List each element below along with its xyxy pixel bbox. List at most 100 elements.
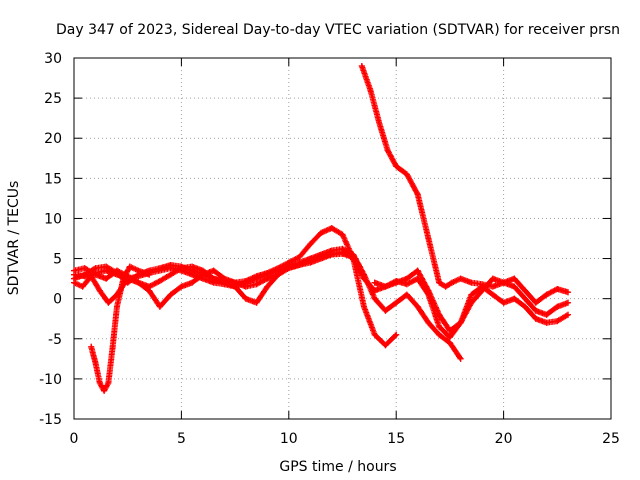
data-point [264, 283, 271, 290]
series-sat-d [71, 249, 572, 334]
data-point [189, 263, 196, 270]
data-point [457, 319, 464, 326]
y-tick-label: 5 [53, 252, 62, 268]
data-point [414, 303, 421, 310]
data-point [307, 259, 314, 266]
data-point [105, 379, 112, 386]
data-point [425, 291, 432, 298]
x-tick-label: 10 [280, 431, 298, 447]
data-point [511, 275, 518, 282]
y-axis-title: SDTVAR / TECUs [6, 181, 22, 296]
data-point [468, 291, 475, 298]
data-point [384, 147, 391, 154]
data-point [446, 334, 453, 341]
data-point [307, 241, 314, 248]
data-point [360, 275, 367, 282]
data-point [371, 295, 378, 302]
data-point [425, 319, 432, 326]
data-point [339, 231, 346, 238]
data-point [436, 279, 443, 286]
data-point [500, 279, 507, 286]
data-point [449, 279, 456, 286]
data-point [479, 287, 486, 294]
data-point [532, 299, 539, 306]
data-point [92, 265, 99, 272]
data-point [554, 318, 561, 325]
data-point [500, 299, 507, 306]
data-point [210, 267, 217, 274]
data-point [358, 63, 365, 70]
tick-labels: 0 5 10 15 20 25 -15 -10 -5 0 5 10 15 20 25 30 [39, 51, 620, 447]
data-point [532, 307, 539, 314]
axis-ticks [73, 57, 612, 420]
data-point [367, 87, 374, 94]
data-point [403, 291, 410, 298]
y-tick-label: 20 [44, 131, 62, 147]
data-point [113, 267, 120, 274]
data-point [146, 287, 153, 294]
data-point [126, 263, 133, 270]
x-tick-label: 20 [495, 431, 513, 447]
series-sat-c [71, 245, 464, 362]
data-point [532, 315, 539, 322]
data-point [156, 265, 163, 272]
data-point [264, 269, 271, 276]
x-axis-title: GPS time / hours [279, 459, 396, 475]
x-tick-label: 0 [70, 431, 79, 447]
data-point [382, 342, 389, 349]
data-point [296, 253, 303, 260]
y-tick-label: 25 [44, 91, 62, 107]
data-point [436, 331, 443, 338]
y-tick-label: 15 [44, 171, 62, 187]
data-point [442, 283, 449, 290]
data-point [189, 279, 196, 286]
data-series [71, 63, 572, 394]
data-point [167, 291, 174, 298]
data-point [79, 283, 86, 290]
y-tick-label: 30 [44, 51, 62, 67]
x-tick-label: 15 [387, 431, 405, 447]
data-point [264, 275, 271, 282]
data-point [414, 275, 421, 282]
data-point [232, 279, 239, 286]
series-sat-e [88, 263, 153, 394]
data-point [113, 303, 120, 310]
x-tick-label: 5 [177, 431, 186, 447]
data-point [81, 265, 88, 272]
data-point [371, 287, 378, 294]
data-point [253, 299, 260, 306]
data-point [242, 283, 249, 290]
data-point [376, 119, 383, 126]
data-point [393, 163, 400, 170]
data-point [543, 311, 550, 318]
data-point [96, 287, 103, 294]
y-tick-label: -5 [48, 332, 62, 348]
data-point [328, 251, 335, 258]
data-point [457, 355, 464, 362]
data-point [489, 291, 496, 298]
data-point [393, 278, 400, 285]
data-point [103, 275, 110, 282]
data-point [146, 271, 153, 278]
data-point [275, 265, 282, 272]
data-point [221, 275, 228, 282]
data-point [522, 303, 529, 310]
data-point [328, 225, 335, 232]
series-sat-g [371, 275, 572, 341]
data-point [360, 303, 367, 310]
data-point [199, 271, 206, 278]
data-point [425, 235, 432, 242]
data-point [92, 271, 99, 278]
data-point [103, 263, 110, 270]
data-point [318, 229, 325, 236]
data-point [565, 289, 572, 296]
data-point [275, 271, 282, 278]
data-point [285, 265, 292, 272]
data-point [371, 331, 378, 338]
data-point [156, 303, 163, 310]
data-point [414, 267, 421, 274]
data-point [489, 275, 496, 282]
data-point [489, 283, 496, 290]
